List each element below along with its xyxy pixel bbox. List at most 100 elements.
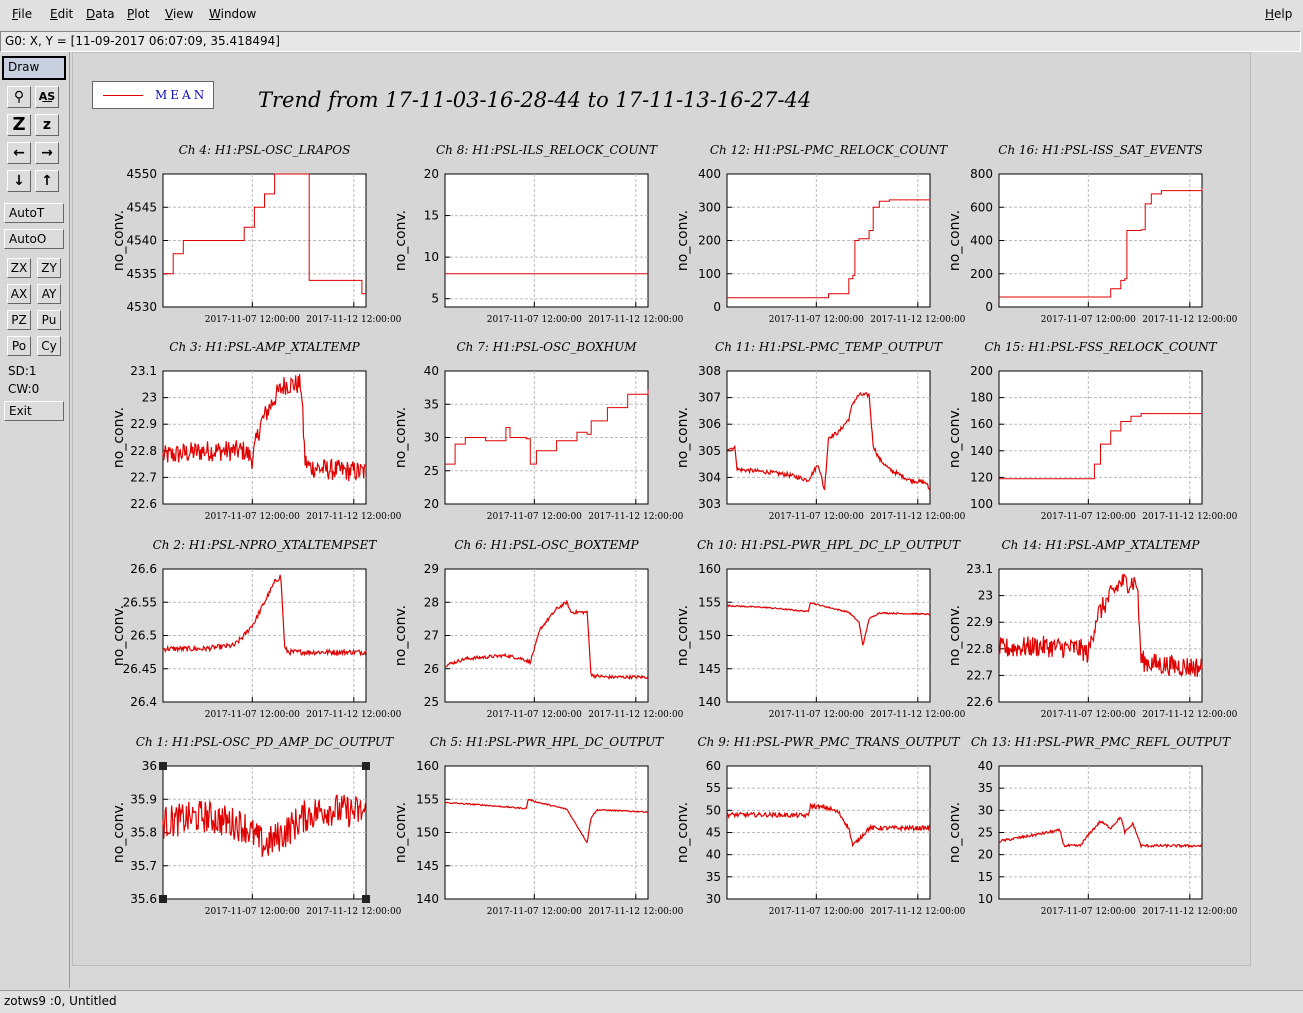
plot-12[interactable]: Ch 14: H1:PSL-AMP_XTALTEMP 22.6 22.7 22.8 22… xyxy=(947,538,1238,720)
y-tick-label: 5 xyxy=(431,292,439,306)
selection-handle[interactable] xyxy=(362,895,370,903)
y-tick-label: 35 xyxy=(978,781,993,795)
pz-button[interactable]: PZ xyxy=(7,310,31,330)
y-tick-label: 4535 xyxy=(126,267,157,281)
ay-button[interactable]: AY xyxy=(37,284,61,304)
plot-13[interactable]: Ch 1: H1:PSL-OSC_PD_AMP_DC_OUTPUT 35.6 35.… xyxy=(111,735,402,917)
y-tick-label: 35.7 xyxy=(130,859,157,873)
text-icon[interactable]: A͟S xyxy=(35,86,59,108)
x-tick-label: 2017-11-07 12:00:00 xyxy=(205,710,300,720)
plot-title: Ch 10: H1:PSL-PWR_HPL_DC_LP_OUTPUT xyxy=(697,538,961,552)
autoo-button[interactable]: AutoO xyxy=(4,229,64,249)
plot-2[interactable]: Ch 8: H1:PSL-ILS_RELOCK_COUNT 5 10 15 20 2017… xyxy=(393,143,684,325)
cy-button[interactable]: Cy xyxy=(37,336,61,356)
pu-button[interactable]: Pu xyxy=(37,310,61,330)
y-tick-label: 305 xyxy=(698,444,721,458)
y-tick-label: 200 xyxy=(970,267,993,281)
plot-5[interactable]: Ch 3: H1:PSL-AMP_XTALTEMP 22.6 22.7 22.8 22.… xyxy=(111,340,402,522)
x-tick-label: 2017-11-12 12:00:00 xyxy=(1142,710,1237,720)
menu-view[interactable]: View xyxy=(165,7,194,21)
plot-area[interactable] xyxy=(998,370,1203,505)
ax-button[interactable]: AX xyxy=(7,284,31,304)
x-tick-label: 2017-11-07 12:00:00 xyxy=(1041,710,1136,720)
plot-7[interactable]: Ch 11: H1:PSL-PMC_TEMP_OUTPUT 303 304 305 30… xyxy=(675,340,966,522)
y-tick-label: 40 xyxy=(706,848,721,862)
plot-9[interactable]: Ch 2: H1:PSL-NPRO_XTALTEMPSET 26.4 26.45 26… xyxy=(111,538,402,720)
plot-14[interactable]: Ch 5: H1:PSL-PWR_HPL_DC_OUTPUT 140 145 150 1… xyxy=(393,735,684,917)
y-axis-label: no_conv. xyxy=(675,802,691,863)
plot-area[interactable] xyxy=(162,370,367,505)
zx-button[interactable]: ZX xyxy=(7,258,31,278)
y-tick-label: 140 xyxy=(416,892,439,906)
zoom-z-large-icon[interactable]: Z xyxy=(7,114,31,136)
y-tick-label: 200 xyxy=(698,234,721,248)
menu-file[interactable]: File xyxy=(12,7,33,21)
x-tick-label: 2017-11-12 12:00:00 xyxy=(1142,907,1237,917)
menu-help[interactable]: Help xyxy=(1265,7,1293,21)
x-tick-label: 2017-11-07 12:00:00 xyxy=(769,710,864,720)
draw-button[interactable]: Draw xyxy=(2,56,66,80)
selection-handle[interactable] xyxy=(362,762,370,770)
search-icon[interactable]: ⚲ xyxy=(7,86,31,108)
y-tick-label: 26.45 xyxy=(123,662,157,676)
y-tick-label: 306 xyxy=(698,417,721,431)
plot-area[interactable] xyxy=(998,568,1203,703)
plot-11[interactable]: Ch 10: H1:PSL-PWR_HPL_DC_LP_OUTPUT 140 145… xyxy=(675,538,966,720)
autot-button[interactable]: AutoT xyxy=(4,203,64,223)
y-tick-label: 30 xyxy=(978,803,993,817)
selection-handle[interactable] xyxy=(159,762,167,770)
y-axis-label: no_conv. xyxy=(111,407,127,468)
y-tick-label: 25 xyxy=(978,826,993,840)
y-tick-label: 4530 xyxy=(126,300,157,314)
plot-8[interactable]: Ch 15: H1:PSL-FSS_RELOCK_COUNT 100 120 140 1… xyxy=(947,340,1238,522)
series-mean-line xyxy=(162,794,367,857)
menu-edit[interactable]: Edit xyxy=(50,7,74,21)
zoom-z-small-icon[interactable]: z xyxy=(35,114,59,136)
plot-15[interactable]: Ch 9: H1:PSL-PWR_PMC_TRANS_OUTPUT 30 35 40 4… xyxy=(675,735,966,917)
y-tick-label: 25 xyxy=(424,695,439,709)
y-tick-label: 15 xyxy=(978,870,993,884)
arrow-up-icon[interactable]: ↑ xyxy=(35,170,59,192)
po-button[interactable]: Po xyxy=(7,336,31,356)
bottom-status-text: zotws9 :0, Untitled xyxy=(4,994,117,1008)
arrow-down-icon[interactable]: ↓ xyxy=(7,170,31,192)
y-tick-label: 400 xyxy=(970,234,993,248)
exit-button[interactable]: Exit xyxy=(4,401,64,421)
y-tick-label: 27 xyxy=(424,629,439,643)
y-tick-label: 30 xyxy=(706,892,721,906)
x-tick-label: 2017-11-12 12:00:00 xyxy=(870,710,965,720)
arrow-left-icon[interactable]: ← xyxy=(7,142,31,164)
cw-label: CW:0 xyxy=(8,382,40,396)
plot-title: Ch 1: H1:PSL-OSC_PD_AMP_DC_OUTPUT xyxy=(136,735,394,749)
plot-area[interactable] xyxy=(444,173,649,308)
x-tick-label: 2017-11-12 12:00:00 xyxy=(1142,315,1237,325)
y-tick-label: 35.9 xyxy=(130,792,157,806)
x-tick-label: 2017-11-07 12:00:00 xyxy=(205,315,300,325)
y-tick-label: 22.6 xyxy=(966,695,993,709)
zy-button[interactable]: ZY xyxy=(37,258,61,278)
menu-window[interactable]: Window xyxy=(209,7,257,21)
series-mean-line xyxy=(162,574,367,657)
series-mean-line xyxy=(445,389,649,465)
y-tick-label: 20 xyxy=(424,497,439,511)
y-tick-label: 36 xyxy=(142,759,157,773)
plot-10[interactable]: Ch 6: H1:PSL-OSC_BOXTEMP 25 26 27 28 29 2017-1… xyxy=(393,538,684,720)
plot-6[interactable]: Ch 7: H1:PSL-OSC_BOXHUM 20 25 30 35 40 2017-11… xyxy=(393,340,684,522)
menu-data[interactable]: Data xyxy=(86,7,115,21)
menu-plot[interactable]: Plot xyxy=(127,7,150,21)
y-tick-label: 35 xyxy=(706,870,721,884)
plot-4[interactable]: Ch 16: H1:PSL-ISS_SAT_EVENTS 0 200 400 600 80… xyxy=(947,143,1238,325)
y-tick-label: 200 xyxy=(970,364,993,378)
plot-title: Ch 3: H1:PSL-AMP_XTALTEMP xyxy=(169,340,360,354)
arrow-right-icon[interactable]: → xyxy=(35,142,59,164)
plot-16[interactable]: Ch 13: H1:PSL-PWR_PMC_REFL_OUTPUT 10 15 20 2… xyxy=(947,735,1238,917)
plot-3[interactable]: Ch 12: H1:PSL-PMC_RELOCK_COUNT 0 100 200 300… xyxy=(675,143,966,325)
plot-title: Ch 4: H1:PSL-OSC_LRAPOS xyxy=(179,143,351,157)
y-tick-label: 140 xyxy=(698,695,721,709)
selection-handle[interactable] xyxy=(159,895,167,903)
plot-title: Ch 6: H1:PSL-OSC_BOXTEMP xyxy=(454,538,639,552)
plot-title: Ch 5: H1:PSL-PWR_HPL_DC_OUTPUT xyxy=(430,735,664,749)
plot-1[interactable]: Ch 4: H1:PSL-OSC_LRAPOS 4530 4535 4540 4545 4… xyxy=(111,143,402,325)
y-tick-label: 55 xyxy=(706,781,721,795)
plot-title: Ch 7: H1:PSL-OSC_BOXHUM xyxy=(457,340,638,354)
